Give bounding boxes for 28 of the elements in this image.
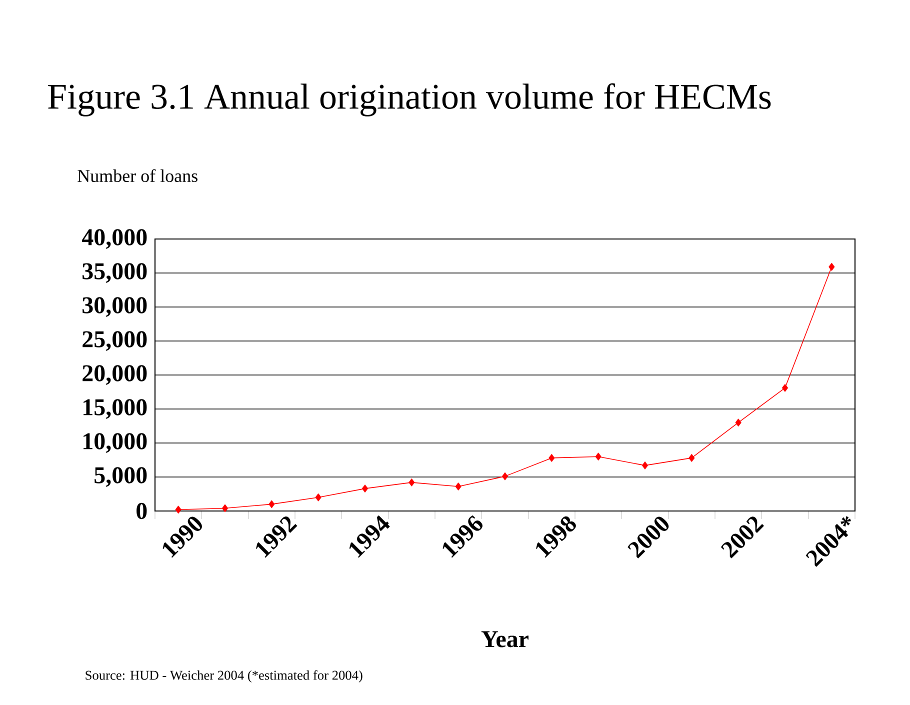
y-tick-label: 5,000 <box>94 467 147 487</box>
y-tick-label: 40,000 <box>82 229 147 249</box>
point <box>502 472 508 480</box>
y-tick-label: 20,000 <box>82 365 147 385</box>
point <box>782 384 788 392</box>
point <box>688 454 695 462</box>
y-tick-label: 10,000 <box>84 433 147 453</box>
chart-title: Figure 3.1 Annual origination volume for HECMs <box>48 83 771 116</box>
point <box>828 263 835 271</box>
point <box>642 462 648 470</box>
point <box>408 478 415 486</box>
point <box>175 506 182 514</box>
point <box>548 454 555 462</box>
y-tick-label: 30,000 <box>82 297 147 317</box>
y-axis-title: Number of loans <box>78 169 198 182</box>
point <box>222 504 228 512</box>
point <box>735 418 742 426</box>
point <box>362 484 368 492</box>
point <box>268 500 275 508</box>
point <box>595 452 602 460</box>
point <box>315 494 322 502</box>
y-tick-label: 15,000 <box>84 399 147 419</box>
y-tick-label: 25,000 <box>82 331 147 351</box>
source-note: Source: HUD - Weicher 2004 (*estimated for 2004) <box>86 670 362 682</box>
y-tick-label: 0 <box>136 502 147 520</box>
x-axis-title: Year <box>481 631 528 648</box>
point <box>455 482 462 490</box>
y-tick-label: 35,000 <box>82 263 147 283</box>
